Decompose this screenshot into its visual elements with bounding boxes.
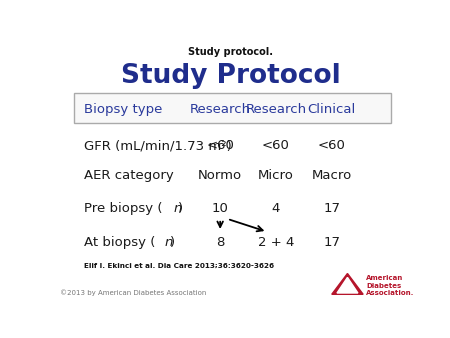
Text: Clinical: Clinical bbox=[308, 103, 356, 116]
Text: Biopsy type: Biopsy type bbox=[84, 103, 162, 116]
FancyBboxPatch shape bbox=[74, 93, 391, 123]
Text: ©2013 by American Diabetes Association: ©2013 by American Diabetes Association bbox=[60, 290, 206, 296]
Text: Pre biopsy (: Pre biopsy ( bbox=[84, 202, 162, 215]
Text: Research: Research bbox=[189, 103, 251, 116]
Text: Study protocol.: Study protocol. bbox=[188, 47, 273, 57]
Text: <60: <60 bbox=[262, 140, 290, 152]
Text: 8: 8 bbox=[216, 236, 225, 249]
Text: Elif I. Ekinci et al. Dia Care 2013;36:3620-3626: Elif I. Ekinci et al. Dia Care 2013;36:3… bbox=[84, 263, 274, 269]
Text: ): ) bbox=[170, 236, 175, 249]
Text: n: n bbox=[164, 236, 173, 249]
Polygon shape bbox=[337, 277, 358, 293]
Text: Macro: Macro bbox=[312, 169, 352, 183]
Text: AER category: AER category bbox=[84, 169, 174, 183]
Text: <60: <60 bbox=[206, 140, 234, 152]
Text: American
Diabetes
Association.: American Diabetes Association. bbox=[366, 275, 414, 296]
Polygon shape bbox=[332, 273, 363, 294]
Text: Normo: Normo bbox=[198, 169, 242, 183]
Text: 2 + 4: 2 + 4 bbox=[258, 236, 294, 249]
Text: n: n bbox=[173, 202, 181, 215]
Text: GFR (mL/min/1.73 m²): GFR (mL/min/1.73 m²) bbox=[84, 140, 232, 152]
Text: Study Protocol: Study Protocol bbox=[121, 63, 341, 89]
Text: At biopsy (: At biopsy ( bbox=[84, 236, 156, 249]
Text: 17: 17 bbox=[323, 202, 340, 215]
Text: 4: 4 bbox=[272, 202, 280, 215]
Text: 10: 10 bbox=[212, 202, 229, 215]
Text: ): ) bbox=[178, 202, 184, 215]
Text: Micro: Micro bbox=[258, 169, 294, 183]
Text: 17: 17 bbox=[323, 236, 340, 249]
Text: <60: <60 bbox=[318, 140, 346, 152]
Text: Research: Research bbox=[245, 103, 306, 116]
